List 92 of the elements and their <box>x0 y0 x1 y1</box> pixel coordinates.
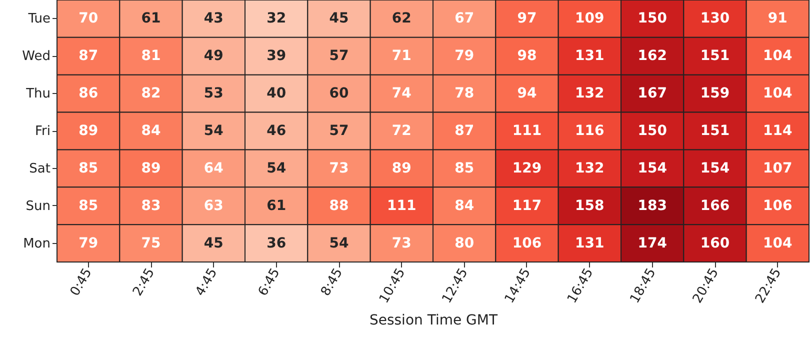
data-label: 132 <box>575 86 604 102</box>
data-label: 106 <box>763 198 792 214</box>
data-label: 160 <box>700 235 730 252</box>
data-label: 87 <box>454 123 474 139</box>
data-label: 104 <box>763 48 793 64</box>
data-label: 73 <box>329 160 349 176</box>
data-label: 150 <box>638 10 668 27</box>
data-label: 80 <box>454 235 474 252</box>
data-label: 36 <box>266 235 286 252</box>
data-label: 84 <box>454 198 474 214</box>
data-label: 129 <box>512 160 542 176</box>
data-label: 54 <box>266 160 286 176</box>
data-label: 89 <box>78 123 98 139</box>
data-label: 89 <box>392 160 412 176</box>
data-label: 132 <box>575 160 604 176</box>
data-label: 45 <box>204 235 224 252</box>
y-tick-label: Fri <box>35 124 50 139</box>
data-label: 64 <box>204 160 224 176</box>
data-label: 91 <box>768 10 788 27</box>
data-label: 67 <box>454 10 474 27</box>
data-label: 131 <box>575 235 604 252</box>
data-label: 46 <box>266 123 286 139</box>
data-label: 117 <box>512 198 542 214</box>
data-label: 49 <box>204 48 224 64</box>
data-label: 82 <box>141 86 161 102</box>
data-label: 104 <box>763 235 793 252</box>
data-label: 154 <box>700 160 730 176</box>
data-label: 167 <box>638 86 667 102</box>
y-tick-label: Tue <box>27 12 50 27</box>
y-tick-label: Thu <box>25 86 50 102</box>
data-label: 32 <box>266 10 286 27</box>
data-label: 111 <box>512 123 542 139</box>
data-label: 151 <box>700 48 730 64</box>
data-label: 174 <box>638 235 668 252</box>
y-tick-label: Sat <box>29 161 50 176</box>
data-label: 85 <box>454 160 474 176</box>
data-label: 43 <box>204 10 224 27</box>
data-label: 109 <box>575 10 604 27</box>
data-label: 106 <box>512 235 542 252</box>
data-label: 162 <box>638 48 667 64</box>
data-label: 97 <box>517 10 537 27</box>
data-label: 75 <box>141 235 161 252</box>
data-label: 60 <box>329 86 349 102</box>
data-label: 166 <box>700 198 730 214</box>
data-label: 151 <box>700 123 730 139</box>
data-label: 107 <box>763 160 792 176</box>
data-label: 70 <box>78 10 98 27</box>
data-label: 89 <box>141 160 161 176</box>
data-label: 154 <box>638 160 668 176</box>
data-label: 131 <box>575 48 604 64</box>
y-tick-label: Mon <box>23 236 50 252</box>
data-label: 79 <box>78 235 98 252</box>
data-label: 54 <box>204 123 224 139</box>
y-tick-label: Wed <box>22 49 50 64</box>
data-label: 111 <box>387 198 416 214</box>
data-label: 54 <box>329 235 349 252</box>
data-label: 74 <box>392 86 412 102</box>
data-label: 79 <box>454 48 474 64</box>
data-label: 87 <box>78 48 98 64</box>
data-label: 78 <box>454 86 474 102</box>
x-axis-title: Session Time GMT <box>369 312 498 328</box>
data-label: 39 <box>266 48 286 64</box>
data-label: 158 <box>575 198 604 214</box>
data-label: 57 <box>329 48 349 64</box>
data-label: 45 <box>329 10 349 27</box>
data-label: 83 <box>141 198 161 214</box>
data-label: 86 <box>78 86 98 102</box>
data-label: 114 <box>763 123 793 139</box>
data-label: 88 <box>329 198 349 214</box>
data-label: 130 <box>700 10 730 27</box>
data-label: 61 <box>266 198 286 214</box>
data-label: 183 <box>638 198 667 214</box>
y-tick-label: Sun <box>26 198 50 214</box>
data-label: 71 <box>392 48 412 64</box>
data-label: 81 <box>141 48 161 64</box>
data-label: 104 <box>763 86 793 102</box>
data-label: 150 <box>638 123 668 139</box>
data-label: 159 <box>700 86 730 102</box>
data-label: 116 <box>575 123 604 139</box>
data-label: 72 <box>392 123 412 139</box>
data-label: 85 <box>78 160 98 176</box>
data-label: 85 <box>78 198 98 214</box>
data-label: 53 <box>204 86 224 102</box>
data-label: 84 <box>141 123 161 139</box>
data-label: 98 <box>517 48 537 64</box>
data-label: 61 <box>141 10 161 27</box>
data-label: 57 <box>329 123 349 139</box>
data-label: 63 <box>204 198 224 214</box>
data-label: 40 <box>266 86 286 102</box>
data-label: 94 <box>517 86 537 102</box>
data-label: 73 <box>392 235 412 252</box>
data-label: 62 <box>392 10 412 27</box>
